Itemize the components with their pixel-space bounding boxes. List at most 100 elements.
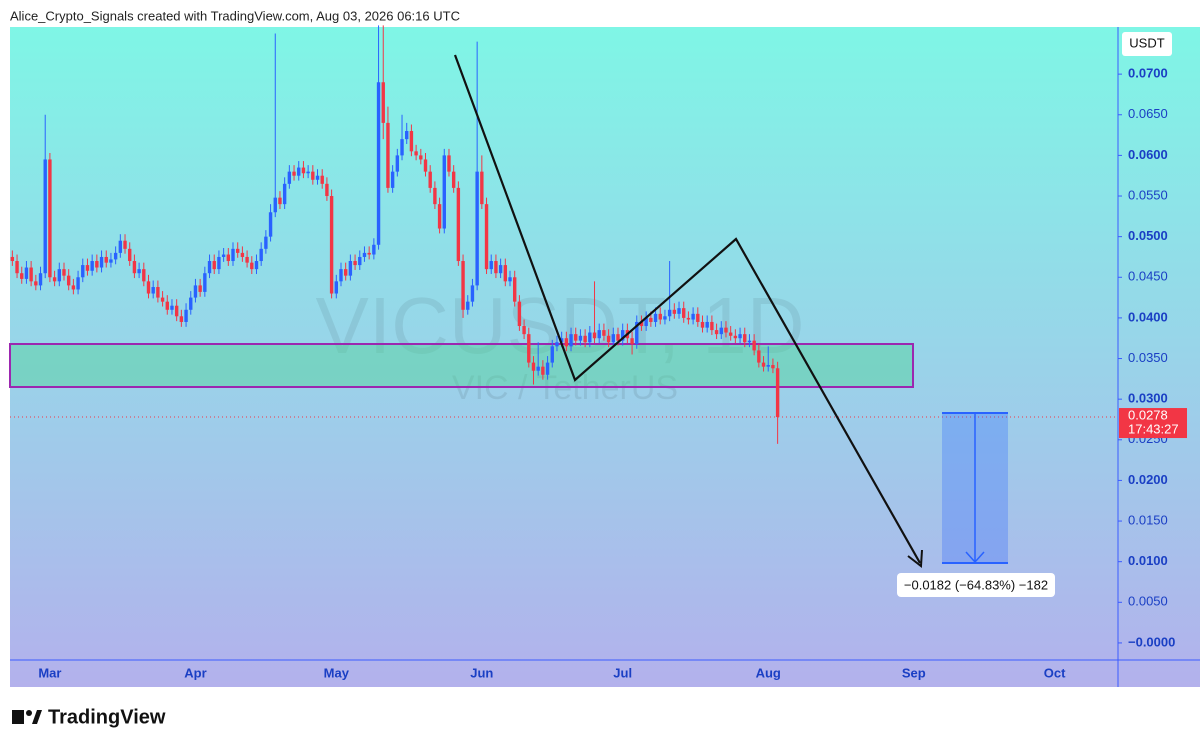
candle-body xyxy=(630,338,634,344)
candle-body xyxy=(325,183,329,197)
candle-body xyxy=(569,334,573,347)
candle-body xyxy=(597,330,601,339)
candle-body xyxy=(423,159,428,172)
y-tick-label: 0.0350 xyxy=(1128,350,1168,365)
candle-body xyxy=(592,332,597,339)
candle-body xyxy=(95,261,99,268)
candle-body xyxy=(663,316,667,320)
candle-body xyxy=(414,151,418,156)
candle-body xyxy=(517,301,522,327)
candle-body xyxy=(123,240,127,249)
candle-body xyxy=(574,334,578,341)
candle-body xyxy=(236,248,240,253)
candle-body xyxy=(653,313,658,322)
candle-body xyxy=(541,366,545,375)
candle-body xyxy=(104,256,108,263)
candle-body xyxy=(433,187,437,205)
logo-icon xyxy=(32,710,42,724)
candle-body xyxy=(113,252,118,260)
candle-body xyxy=(428,171,432,188)
candle-body xyxy=(367,252,371,255)
candle-body xyxy=(193,285,198,298)
candle-body xyxy=(494,261,498,274)
candle-body xyxy=(536,366,540,371)
candle-body xyxy=(99,256,104,268)
candle-body xyxy=(301,167,306,174)
arrow-head xyxy=(907,549,923,568)
candle-body xyxy=(62,269,66,276)
candles xyxy=(10,25,1118,444)
candle-body xyxy=(451,171,456,188)
candle-body xyxy=(405,131,409,140)
y-tick-label: 0.0300 xyxy=(1128,391,1168,406)
candle-body xyxy=(667,309,672,317)
candle-body xyxy=(700,321,705,328)
candle-body xyxy=(151,287,155,294)
candle-body xyxy=(508,277,512,282)
candle-body xyxy=(20,273,24,279)
candle-body xyxy=(297,167,301,176)
candle-body xyxy=(696,313,700,322)
candle-body xyxy=(733,335,738,339)
candle-body xyxy=(217,256,221,270)
candle-body xyxy=(292,171,296,176)
candle-body xyxy=(343,269,348,276)
candle-body xyxy=(320,175,324,184)
candle-body xyxy=(146,281,151,294)
countdown-label: 17:43:27 xyxy=(1128,421,1179,436)
candle-body xyxy=(264,236,268,249)
candle-body xyxy=(559,338,564,343)
candle-body xyxy=(250,262,254,270)
candle-body xyxy=(390,171,395,188)
candle-body xyxy=(128,248,132,262)
candle-body xyxy=(555,342,559,347)
candle-body xyxy=(311,171,315,180)
candle-body xyxy=(484,204,489,270)
candle-body xyxy=(714,330,719,335)
candle-body xyxy=(498,265,503,274)
y-tick-label: 0.0050 xyxy=(1128,594,1168,609)
x-tick-label: Oct xyxy=(1044,665,1066,680)
candle-body xyxy=(259,248,263,262)
candle-body xyxy=(766,365,770,367)
measure-arrow-head xyxy=(965,551,985,564)
candle-body xyxy=(437,204,442,229)
candle-body xyxy=(658,313,662,320)
candle-body xyxy=(705,321,709,328)
candle-body xyxy=(109,259,113,263)
unit-box xyxy=(1122,32,1172,56)
candle-body xyxy=(306,171,310,174)
candle-body xyxy=(677,308,681,314)
candle-body xyxy=(81,265,85,278)
candle-body xyxy=(743,334,747,343)
x-tick-label: Aug xyxy=(756,665,781,680)
candle-body xyxy=(48,159,52,278)
candle-body xyxy=(409,131,414,152)
candle-body xyxy=(728,332,733,336)
candle-body xyxy=(10,256,15,262)
candle-body xyxy=(616,334,620,341)
y-tick-label: 0.0600 xyxy=(1128,147,1168,162)
candle-body xyxy=(771,365,775,369)
candle-body xyxy=(461,261,465,310)
candle-body xyxy=(602,330,606,336)
x-tick-label: Jul xyxy=(613,665,632,680)
last-price-label: 0.0278 xyxy=(1128,407,1168,422)
candle-body xyxy=(71,285,76,290)
y-tick-label: 0.0400 xyxy=(1128,309,1168,324)
candle-body xyxy=(522,326,526,335)
candle-body xyxy=(15,261,19,274)
candle-body xyxy=(38,273,43,286)
candle-body xyxy=(395,155,400,172)
candle-body xyxy=(174,305,179,317)
candle-body xyxy=(137,269,141,274)
candle-body xyxy=(691,313,695,320)
candle-body xyxy=(456,187,461,262)
candle-body xyxy=(254,261,259,270)
x-tick-label: Mar xyxy=(38,665,61,680)
candle-body xyxy=(207,261,212,274)
candle-body xyxy=(52,277,57,282)
last-price-box xyxy=(1119,408,1187,439)
candle-body xyxy=(160,297,165,302)
candle-body xyxy=(550,346,554,363)
